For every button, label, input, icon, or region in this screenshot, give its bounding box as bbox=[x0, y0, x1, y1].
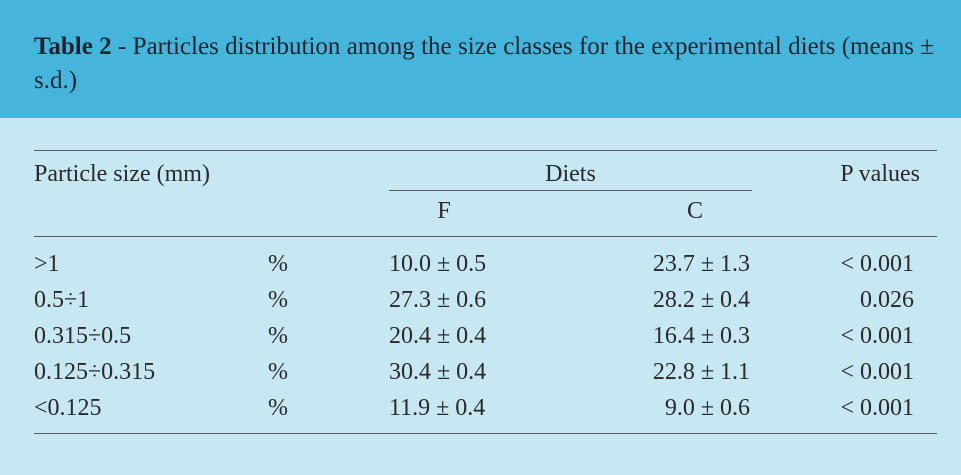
unit-cell: % bbox=[268, 359, 288, 385]
bottom-rule bbox=[34, 433, 937, 434]
header-diets: Diets bbox=[545, 161, 596, 187]
diet-c-cell: 16.4 ± 0.3 bbox=[652, 323, 750, 349]
top-rule bbox=[34, 150, 937, 151]
diet-c-cell: 9.0 ± 0.6 bbox=[664, 395, 750, 421]
header-diet-f: F bbox=[437, 198, 451, 224]
header-diet-c: C bbox=[686, 198, 703, 224]
unit-cell: % bbox=[268, 323, 288, 349]
diets-rule bbox=[389, 190, 752, 191]
caption-band: Table 2 - Particles distribution among t… bbox=[0, 0, 961, 118]
size-cell: 0.315÷0.5 bbox=[34, 323, 132, 349]
table-caption: Table 2 - Particles distribution among t… bbox=[34, 30, 934, 98]
size-cell: >1 bbox=[34, 251, 60, 277]
size-cell: <0.125 bbox=[34, 395, 102, 421]
unit-cell: % bbox=[268, 395, 288, 421]
diet-f-cell: 27.3 ± 0.6 bbox=[389, 287, 487, 313]
unit-cell: % bbox=[268, 251, 288, 277]
size-cell: 0.125÷0.315 bbox=[34, 359, 156, 385]
diet-f-cell: 10.0 ± 0.5 bbox=[389, 251, 487, 277]
header-particle-size: Particle size (mm) bbox=[34, 161, 210, 187]
diet-f-cell: 11.9 ± 0.4 bbox=[389, 395, 486, 421]
p-value-cell: < 0.001 bbox=[840, 251, 914, 277]
caption-text: - Particles distribution among the size … bbox=[34, 33, 934, 94]
caption-label: Table 2 bbox=[34, 33, 112, 60]
size-cell: 0.5÷1 bbox=[34, 287, 90, 313]
header-bottom-rule bbox=[34, 236, 937, 237]
diet-c-cell: 28.2 ± 0.4 bbox=[652, 287, 750, 313]
p-value-cell: 0.026 bbox=[860, 287, 914, 313]
header-p-values: P values bbox=[840, 161, 920, 187]
unit-cell: % bbox=[268, 287, 288, 313]
p-value-cell: < 0.001 bbox=[840, 395, 914, 421]
p-value-cell: < 0.001 bbox=[840, 359, 914, 385]
diet-f-cell: 30.4 ± 0.4 bbox=[389, 359, 487, 385]
diet-c-cell: 23.7 ± 1.3 bbox=[652, 251, 750, 277]
diet-c-cell: 22.8 ± 1.1 bbox=[652, 359, 750, 385]
diet-f-cell: 20.4 ± 0.4 bbox=[389, 323, 487, 349]
p-value-cell: < 0.001 bbox=[840, 323, 914, 349]
